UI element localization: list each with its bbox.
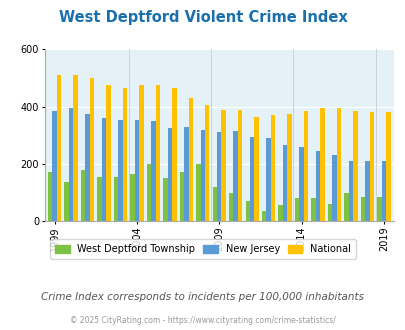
Bar <box>200 130 205 221</box>
Bar <box>113 177 118 221</box>
Bar <box>196 164 200 221</box>
Bar <box>146 164 151 221</box>
Bar <box>381 161 385 221</box>
Bar <box>221 110 225 221</box>
Bar <box>68 108 73 221</box>
Bar <box>205 105 209 221</box>
Bar <box>315 151 320 221</box>
Bar <box>348 161 352 221</box>
Bar <box>163 178 167 221</box>
Bar <box>278 205 282 221</box>
Bar <box>48 173 52 221</box>
Bar <box>369 113 373 221</box>
Bar <box>343 192 348 221</box>
Bar <box>336 108 340 221</box>
Bar <box>303 111 307 221</box>
Bar <box>167 128 172 221</box>
Bar <box>139 85 143 221</box>
Bar <box>270 115 275 221</box>
Bar <box>90 78 94 221</box>
Bar <box>287 114 291 221</box>
Bar <box>360 197 364 221</box>
Bar <box>331 155 336 221</box>
Bar <box>228 192 233 221</box>
Bar <box>254 117 258 221</box>
Bar <box>233 131 237 221</box>
Bar <box>102 118 106 221</box>
Bar <box>85 114 90 221</box>
Bar <box>151 121 155 221</box>
Bar <box>130 174 134 221</box>
Bar <box>364 161 369 221</box>
Legend: West Deptford Township, New Jersey, National: West Deptford Township, New Jersey, Nati… <box>50 240 355 259</box>
Bar <box>261 211 266 221</box>
Bar <box>294 198 298 221</box>
Text: Crime Index corresponds to incidents per 100,000 inhabitants: Crime Index corresponds to incidents per… <box>41 292 364 302</box>
Bar <box>217 132 221 221</box>
Bar <box>282 145 287 221</box>
Bar <box>245 201 249 221</box>
Text: © 2025 CityRating.com - https://www.cityrating.com/crime-statistics/: © 2025 CityRating.com - https://www.city… <box>70 316 335 325</box>
Bar <box>320 108 324 221</box>
Bar <box>298 147 303 221</box>
Bar <box>73 75 77 221</box>
Bar <box>172 88 176 221</box>
Bar <box>155 85 160 221</box>
Bar <box>188 98 192 221</box>
Bar <box>97 177 102 221</box>
Bar <box>385 113 390 221</box>
Bar <box>249 137 254 221</box>
Bar <box>266 138 270 221</box>
Bar <box>212 187 217 221</box>
Bar <box>376 197 381 221</box>
Bar <box>118 119 122 221</box>
Bar <box>183 127 188 221</box>
Bar <box>134 119 139 221</box>
Bar <box>64 182 68 221</box>
Bar <box>179 173 183 221</box>
Bar <box>327 204 331 221</box>
Bar <box>106 85 110 221</box>
Bar <box>122 88 127 221</box>
Bar <box>311 198 315 221</box>
Bar <box>57 75 61 221</box>
Bar <box>352 111 357 221</box>
Bar <box>52 111 57 221</box>
Text: West Deptford Violent Crime Index: West Deptford Violent Crime Index <box>58 10 347 25</box>
Bar <box>237 110 242 221</box>
Bar <box>81 170 85 221</box>
